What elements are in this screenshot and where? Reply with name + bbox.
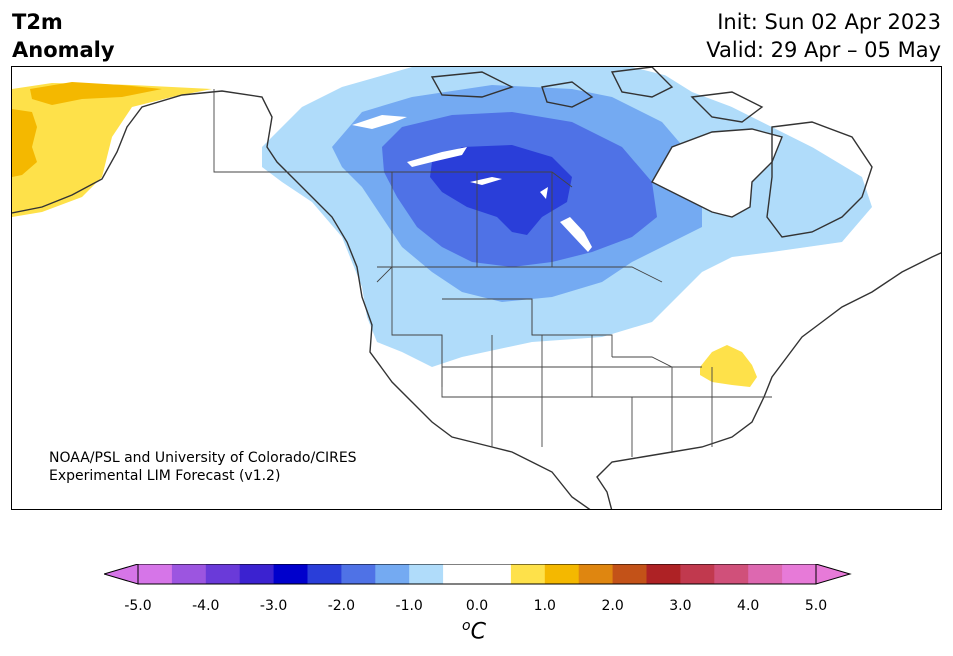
colorbar-over-arrow — [815, 564, 852, 585]
anomaly-map — [11, 66, 942, 510]
unit-degree: o — [462, 618, 471, 634]
map-svg — [12, 67, 941, 509]
lake-winnipeg — [560, 217, 592, 252]
colorbar-box — [578, 564, 614, 584]
colorbar-under-arrow — [104, 564, 139, 585]
colorbar-tick-label: 4.0 — [737, 598, 760, 614]
colorbar-box — [714, 564, 749, 584]
colorbar-tick-label: -1.0 — [395, 598, 423, 614]
colorbar-box — [680, 564, 715, 584]
colorbar-box — [782, 564, 817, 584]
unit-letter: C — [470, 619, 486, 645]
forecast-dates: Init: Sun 02 Apr 2023 Valid: 29 Apr – 05… — [706, 8, 941, 64]
great-slave-lake — [407, 147, 467, 167]
credit-line-2: Experimental LIM Forecast (v1.2) — [49, 468, 281, 484]
valid-range: Valid: 29 Apr – 05 May — [706, 38, 941, 62]
hudson-bay — [652, 129, 782, 217]
colorbar-box — [205, 564, 241, 584]
colorbar-tick-label: 0.0 — [465, 598, 489, 614]
colorbar-box — [544, 564, 580, 584]
title-variable: T2m — [12, 10, 63, 34]
colorbar-box — [341, 564, 376, 584]
title-subtitle: Anomaly — [12, 38, 115, 62]
colorbar-box — [239, 564, 275, 584]
cold-anomaly-2-5 — [430, 145, 572, 235]
credit-line-1: NOAA/PSL and University of Colorado/CIRE… — [49, 450, 357, 466]
reindeer-lake — [540, 187, 548, 199]
colorbar-tick-label: -3.0 — [259, 598, 288, 614]
colorbar-tick-label: -4.0 — [192, 598, 220, 614]
colorbar-tick-label: 5.0 — [804, 598, 828, 614]
colorbar-box — [307, 564, 342, 584]
colorbar-tick-label: 3.0 — [669, 598, 692, 614]
colorbar-box — [375, 564, 410, 584]
colorbar-box — [409, 564, 444, 584]
colorbar-box — [646, 564, 681, 584]
colorbar-box — [171, 564, 207, 584]
colorbar-tick-label: -5.0 — [124, 598, 152, 614]
colorbar-unit: oC — [462, 618, 486, 644]
colorbar-outline — [137, 564, 817, 585]
alaska-warm-top — [30, 82, 162, 105]
arctic-water — [652, 67, 941, 177]
coastlines — [12, 67, 941, 509]
colorbar-box — [273, 564, 308, 584]
colorbar-box — [612, 564, 647, 584]
colorbar-tick-label: -2.0 — [327, 598, 356, 614]
colorbar-box — [477, 564, 512, 584]
colorbar-boxes — [138, 564, 817, 584]
colorbar — [104, 564, 852, 585]
colorbar-box — [443, 564, 478, 584]
map-title: T2m Anomaly — [12, 8, 115, 64]
colorbar-box — [510, 564, 546, 584]
alaska-warm-anomaly — [12, 83, 212, 217]
athabasca-lake — [470, 177, 502, 185]
alaska-warm-core — [12, 109, 37, 177]
colorbar-ticks: -5.0 -4.0 -3.0 -2.0 -1.0 0.0 1.0 2.0 3.0 4.0 5.0 — [0, 598, 953, 618]
colorbar-box — [748, 564, 783, 584]
init-date: Init: Sun 02 Apr 2023 — [717, 10, 941, 34]
political-borders — [213, 89, 772, 457]
colorbar-tick-label: 2.0 — [601, 598, 624, 614]
great-bear-lake — [352, 115, 407, 129]
colorbar-tick-label: 1.0 — [533, 598, 556, 614]
colorbar-box — [138, 564, 173, 584]
southeast-warm-anomaly — [700, 345, 757, 387]
credit-text: NOAA/PSL and University of Colorado/CIRE… — [49, 449, 357, 485]
